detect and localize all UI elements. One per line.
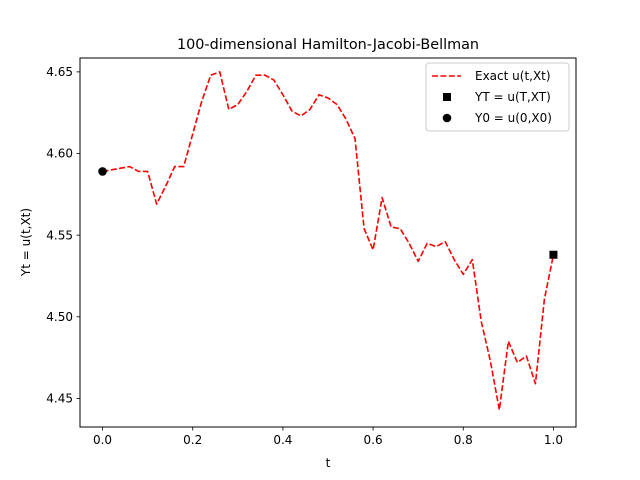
x-tick-label: 0.8 (454, 433, 473, 447)
y-axis-label: Yt = u(t,Xt) (19, 208, 33, 277)
legend-label-exact: Exact u(t,Xt) (475, 69, 551, 83)
legend-frame (425, 62, 570, 132)
x-tick-label: 1.0 (544, 433, 563, 447)
x-tick-label: 0.4 (273, 433, 292, 447)
chart-title: 100-dimensional Hamilton-Jacobi-Bellman (177, 37, 479, 53)
y-tick-label: 4.50 (46, 310, 73, 324)
chart-marks (98, 71, 558, 411)
x-tick-label: 0.0 (93, 433, 112, 447)
y-tick-label: 4.45 (46, 392, 73, 406)
legend-square-marker (443, 93, 451, 101)
y-tick-label: 4.60 (46, 147, 73, 161)
y-tick-label: 4.55 (46, 228, 73, 242)
series-line-exact (102, 71, 555, 411)
initial-circle-marker (98, 167, 107, 176)
legend-circle-marker (442, 113, 452, 123)
x-axis-label: t (326, 456, 331, 470)
plot-frame (79, 57, 577, 428)
y-tick-label: 4.65 (46, 65, 73, 79)
x-tick-label: 0.2 (183, 433, 202, 447)
y-axis: 4.45 4.50 4.55 4.60 4.65 (46, 65, 80, 406)
legend-label-terminal: YT = u(T,XT) (474, 90, 551, 104)
x-tick-label: 0.6 (364, 433, 383, 447)
x-axis: 0.0 0.2 0.4 0.6 0.8 1.0 (93, 427, 563, 447)
legend-label-initial: Y0 = u(0,X0) (474, 111, 552, 125)
terminal-square-marker (549, 250, 558, 259)
legend: Exact u(t,Xt) YT = u(T,XT) Y0 = u(0,X0) (425, 62, 570, 132)
